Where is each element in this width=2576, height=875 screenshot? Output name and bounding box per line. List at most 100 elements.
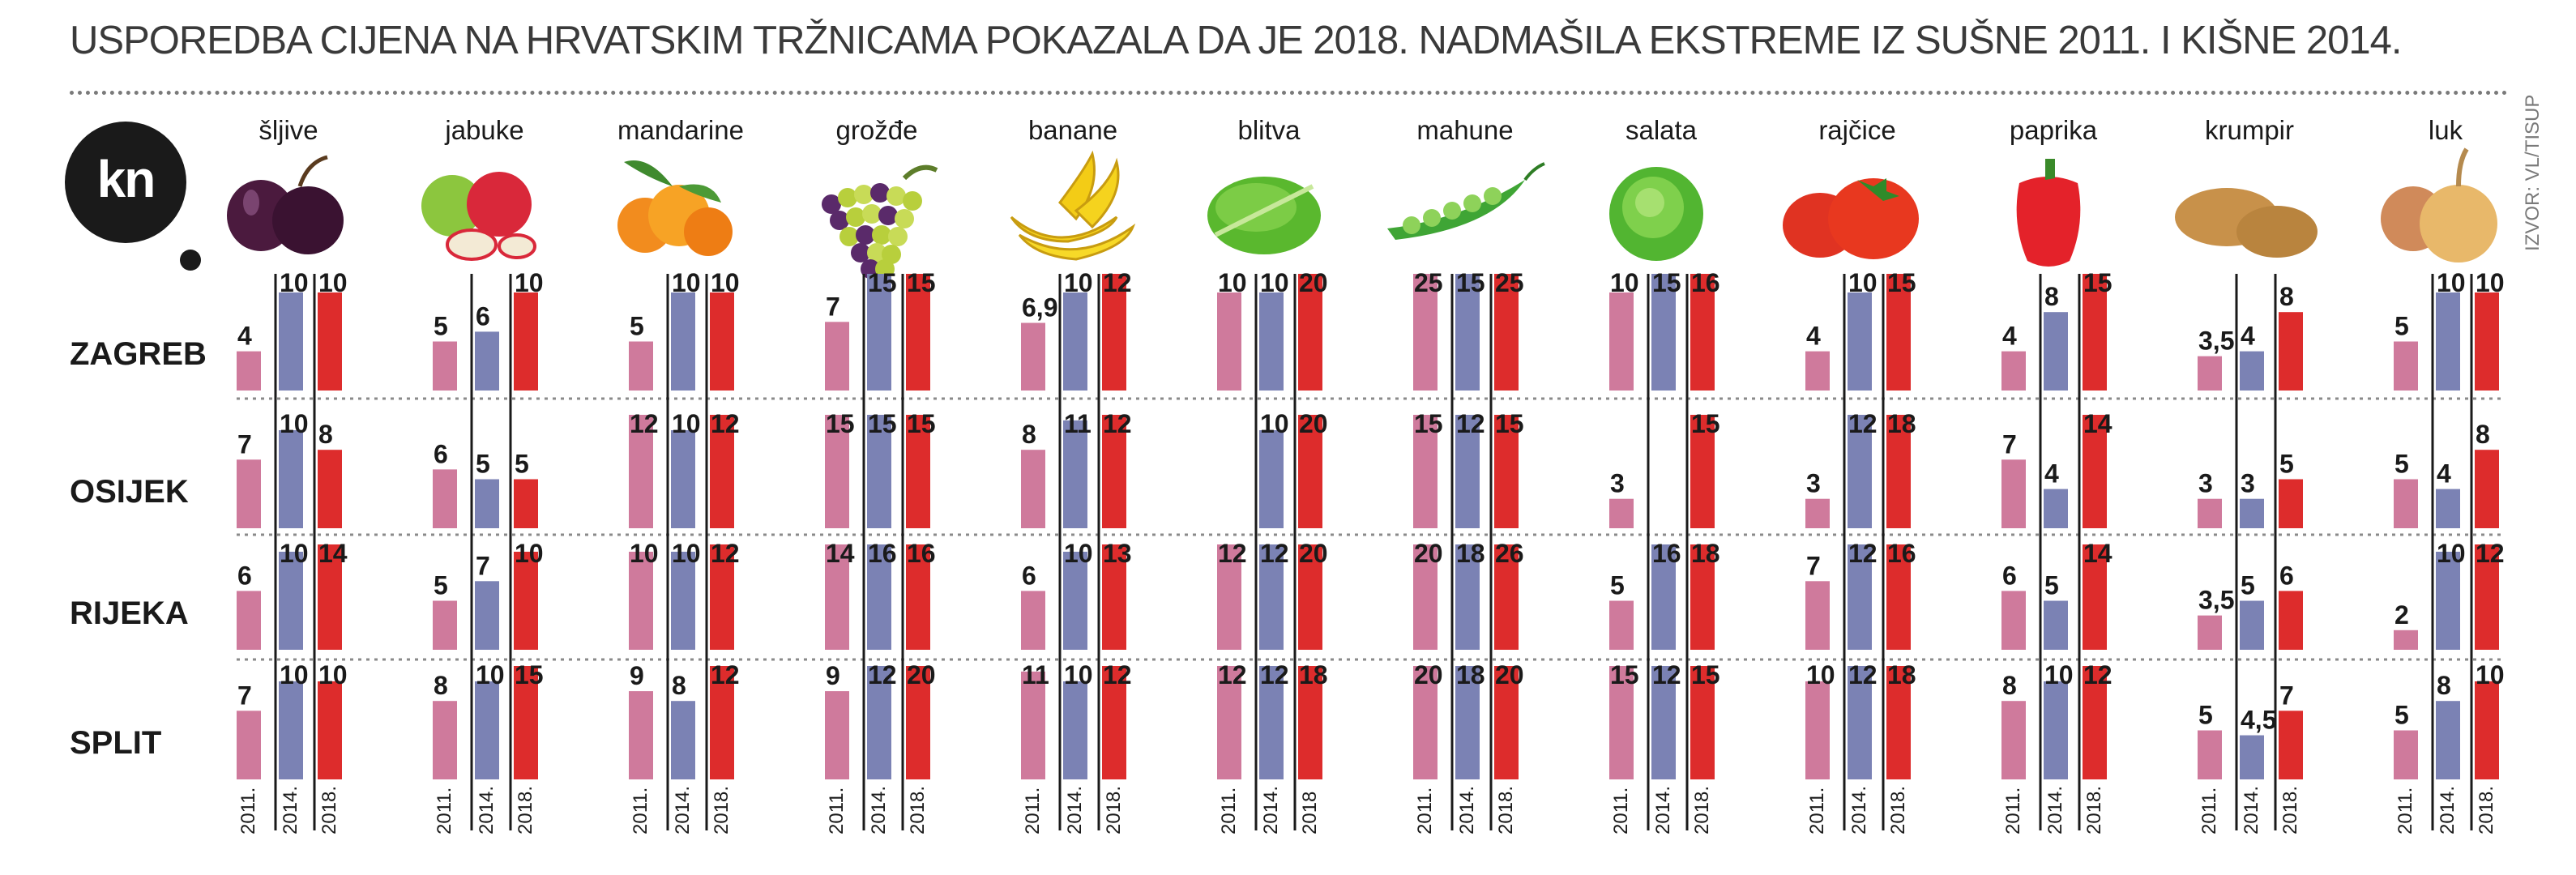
- bar-zagreb-0: [1805, 351, 1830, 391]
- value-label: 8: [2279, 282, 2294, 311]
- value-label: 15: [1495, 409, 1524, 438]
- value-label: 12: [1260, 660, 1289, 689]
- bar-split-2: [318, 681, 342, 779]
- bar-osijek-1: [2240, 498, 2264, 528]
- bar-rijeka-0: [1609, 600, 1634, 650]
- bar-zagreb-2: [1690, 274, 1715, 391]
- year-label: 2018.: [318, 786, 340, 834]
- bar-zagreb-2: [2279, 312, 2303, 391]
- value-label: 10: [515, 539, 544, 568]
- bar-osijek-0: [2198, 498, 2222, 528]
- value-label: 20: [1414, 660, 1443, 689]
- bar-split-0: [1805, 681, 1830, 779]
- bar-zagreb-1: [1455, 274, 1480, 391]
- city-label-osijek: OSIJEK: [70, 474, 189, 510]
- bar-rijeka-2: [514, 552, 538, 650]
- bar-osijek-1: [1848, 415, 1872, 528]
- value-label: 6: [237, 561, 252, 590]
- bar-osijek-0: [1021, 450, 1045, 528]
- value-label: 5: [434, 312, 448, 341]
- year-label: 2014.: [1652, 786, 1674, 834]
- bar-split-0: [1021, 671, 1045, 779]
- bar-rijeka-2: [1494, 544, 1519, 650]
- value-label: 4: [2241, 322, 2255, 351]
- bar-split-1: [1259, 666, 1284, 779]
- value-label: 14: [826, 539, 855, 568]
- bar-zagreb-1: [2436, 292, 2460, 391]
- value-label: 7: [2279, 681, 2294, 710]
- value-label: 20: [907, 660, 936, 689]
- value-label: 10: [515, 268, 544, 297]
- bar-rijeka-2: [2279, 591, 2303, 650]
- bar-zagreb-1: [867, 274, 891, 391]
- bar-rijeka-0: [1805, 581, 1830, 650]
- value-label: 5: [2394, 312, 2409, 341]
- value-label: 18: [1299, 660, 1328, 689]
- value-label: 15: [2083, 268, 2112, 297]
- value-label: 5: [2394, 701, 2409, 730]
- year-label: 2014.: [868, 786, 890, 834]
- bar-zagreb-0: [2198, 356, 2222, 391]
- city-label-split: SPLIT: [70, 725, 161, 761]
- value-label: 10: [1806, 660, 1835, 689]
- value-label: 7: [476, 551, 490, 580]
- bar-osijek-2: [1886, 415, 1911, 528]
- value-label: 3: [1610, 469, 1625, 498]
- value-label: 18: [1456, 539, 1485, 568]
- value-label: 4: [237, 322, 252, 351]
- year-label: 2014.: [476, 786, 498, 834]
- value-label: 10: [280, 660, 309, 689]
- value-label: 20: [1414, 539, 1443, 568]
- value-label: 5: [2198, 701, 2213, 730]
- value-label: 16: [1887, 539, 1916, 568]
- value-label: 8: [2476, 420, 2490, 449]
- bar-osijek-2: [318, 450, 342, 528]
- value-label: 16: [1691, 268, 1720, 297]
- year-label: 2011.: [1218, 788, 1240, 834]
- value-label: 10: [280, 268, 309, 297]
- product-label: salata: [1625, 115, 1698, 145]
- value-label: 3: [1806, 469, 1821, 498]
- value-label: 16: [868, 539, 897, 568]
- bar-split-2: [1886, 666, 1911, 779]
- year-label: 2014.: [1456, 786, 1478, 834]
- value-label: 15: [907, 409, 936, 438]
- value-label: 15: [907, 268, 936, 297]
- bar-split-0: [1413, 666, 1438, 779]
- value-label: 10: [672, 409, 701, 438]
- bar-split-2: [1494, 666, 1519, 779]
- value-label: 12: [711, 660, 740, 689]
- value-label: 14: [2083, 409, 2112, 438]
- value-label: 18: [1887, 660, 1916, 689]
- value-label: 10: [1260, 409, 1289, 438]
- value-label: 4: [2002, 322, 2017, 351]
- bar-rijeka-0: [629, 552, 653, 650]
- bar-rijeka-1: [1455, 544, 1480, 650]
- bar-osijek-0: [237, 459, 261, 528]
- bar-rijeka-1: [1651, 544, 1676, 650]
- value-label: 10: [280, 409, 309, 438]
- bar-split-1: [2436, 701, 2460, 779]
- value-label: 18: [1456, 660, 1485, 689]
- year-label: 2014.: [2044, 786, 2066, 834]
- bar-split-1: [2044, 681, 2068, 779]
- value-label: 10: [2476, 268, 2505, 297]
- value-label: 10: [1260, 268, 1289, 297]
- value-label: 12: [1103, 409, 1132, 438]
- bar-zagreb-0: [2001, 351, 2026, 391]
- bar-rijeka-0: [237, 591, 261, 650]
- value-label: 5: [2279, 450, 2294, 479]
- bar-split-1: [279, 681, 303, 779]
- chard-icon: [1207, 177, 1321, 254]
- bar-rijeka-2: [318, 544, 342, 650]
- bar-rijeka-1: [475, 581, 499, 650]
- bar-rijeka-2: [710, 544, 734, 650]
- bar-zagreb-1: [1848, 292, 1872, 391]
- value-label: 3: [2241, 469, 2255, 498]
- year-label: 2018.: [907, 786, 929, 834]
- bar-osijek-1: [2436, 489, 2460, 528]
- value-label: 7: [1806, 551, 1821, 580]
- value-label: 14: [318, 539, 348, 568]
- bar-split-2: [514, 666, 538, 779]
